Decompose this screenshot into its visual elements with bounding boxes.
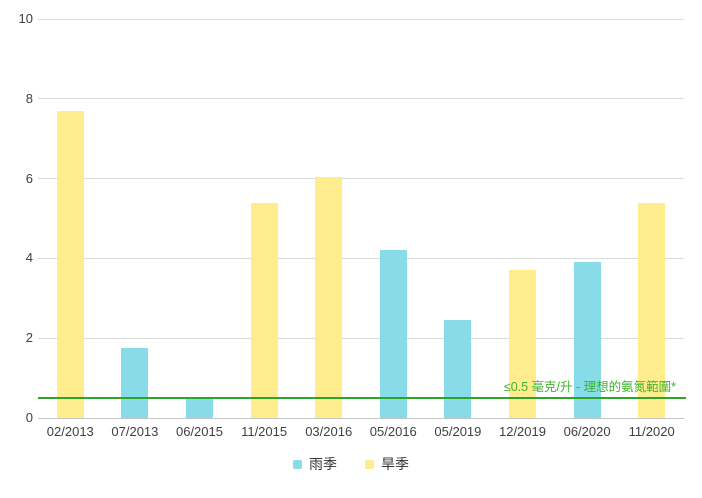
bar-雨季[interactable]	[186, 398, 213, 418]
bar-旱季[interactable]	[509, 270, 536, 418]
legend-label-rainy-season: 雨季	[309, 456, 337, 472]
y-axis-tick-label: 8	[25, 90, 33, 106]
bar-雨季[interactable]	[121, 348, 149, 418]
legend: 雨季 旱季	[0, 454, 702, 474]
x-axis-tick-label: 06/2020	[563, 424, 611, 439]
x-axis-tick-label: 02/2013	[46, 424, 94, 439]
bar-雨季[interactable]	[379, 250, 407, 418]
x-axis-tick-label: 03/2016	[305, 424, 353, 439]
gridline	[38, 337, 684, 339]
bar-旱季[interactable]	[315, 176, 343, 418]
x-axis-tick-label: 07/2013	[111, 424, 159, 439]
y-axis-tick-label: 0	[25, 410, 33, 425]
bar-雨季[interactable]	[444, 320, 472, 418]
bar-旱季[interactable]	[56, 110, 84, 418]
y-axis-tick-label: 10	[18, 11, 33, 26]
y-axis-tick-label: 6	[25, 170, 33, 186]
legend-label-dry-season: 旱季	[381, 456, 409, 472]
x-axis-tick-label: 11/2020	[628, 424, 675, 439]
rainy-season-swatch-icon	[293, 459, 302, 469]
x-axis-tick-label: 05/2016	[369, 424, 417, 439]
gridline	[38, 257, 684, 259]
legend-item-rainy-season[interactable]: 雨季	[293, 454, 337, 474]
gridline	[38, 98, 684, 100]
x-axis-tick-label: 12/2019	[498, 424, 546, 439]
dry-season-swatch-icon	[365, 459, 374, 469]
gridline	[38, 18, 684, 20]
bar-旱季[interactable]	[638, 202, 666, 418]
x-axis-tick-label: 05/2019	[434, 424, 482, 439]
bar-旱季[interactable]	[250, 202, 278, 418]
y-axis-tick-label: 4	[25, 250, 33, 266]
threshold-annotation: ≤0.5 毫克/升 - 理想的氨氮範圍*	[503, 380, 676, 395]
y-axis-tick-label: 2	[25, 330, 33, 346]
gridline	[38, 178, 684, 180]
threshold-line	[38, 397, 686, 400]
legend-item-dry-season[interactable]: 旱季	[365, 454, 409, 474]
x-axis-tick-label: 11/2015	[241, 424, 288, 439]
bar-雨季[interactable]	[573, 262, 601, 418]
x-axis-tick-label: 06/2015	[175, 424, 223, 439]
x-axis-line	[38, 417, 684, 419]
